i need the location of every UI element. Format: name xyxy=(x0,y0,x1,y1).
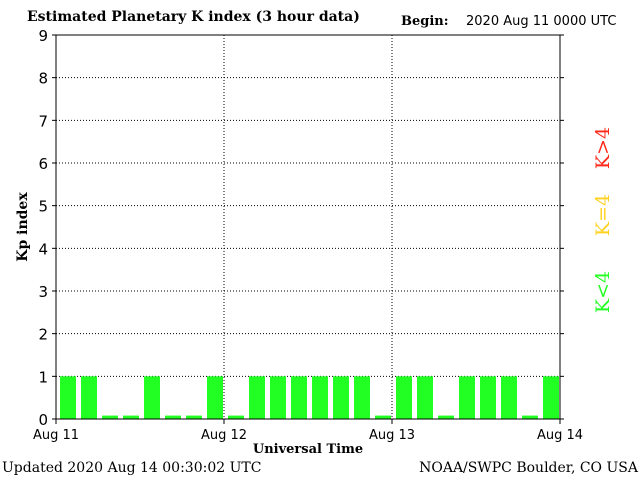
legend-high: K>4 xyxy=(592,127,614,169)
kp-bar xyxy=(501,376,517,419)
updated-timestamp: Updated 2020 Aug 14 00:30:02 UTC xyxy=(2,460,262,476)
kp-bar xyxy=(270,376,286,419)
chart-title: Estimated Planetary K index (3 hour data… xyxy=(27,9,360,25)
x-tick-label: Aug 11 xyxy=(33,428,79,443)
y-tick-label: 6 xyxy=(38,155,48,173)
kp-bar xyxy=(480,376,496,419)
x-tick-label: Aug 14 xyxy=(537,428,583,443)
y-tick-label: 2 xyxy=(38,326,48,344)
x-tick-label: Aug 12 xyxy=(201,428,247,443)
kp-bar xyxy=(102,415,118,419)
kp-bar xyxy=(291,376,307,419)
kp-bar xyxy=(186,415,202,419)
kp-bar xyxy=(459,376,475,419)
kp-bar xyxy=(123,415,139,419)
begin-value: 2020 Aug 11 0000 UTC xyxy=(466,14,617,29)
kp-bar xyxy=(396,376,412,419)
y-ticks: 0 1 2 3 4 5 6 7 8 9 xyxy=(38,27,564,429)
grid-lines xyxy=(56,35,560,419)
source-credit: NOAA/SWPC Boulder, CO USA xyxy=(419,460,638,476)
kp-bar xyxy=(354,376,370,419)
kp-bar xyxy=(81,376,97,419)
y-tick-label: 0 xyxy=(38,411,48,429)
kp-bar xyxy=(333,376,349,419)
x-ticks: Aug 11 Aug 12 Aug 13 Aug 14 xyxy=(33,419,583,443)
kp-bar xyxy=(543,376,559,419)
begin-label: Begin: xyxy=(401,14,449,29)
y-tick-label: 7 xyxy=(38,112,48,130)
plot-frame xyxy=(55,34,561,420)
kp-bar xyxy=(417,376,433,419)
kp-bar xyxy=(522,415,538,419)
kp-bar xyxy=(144,376,160,419)
bars-group xyxy=(60,376,559,419)
y-tick-label: 9 xyxy=(38,27,48,45)
y-tick-label: 1 xyxy=(38,368,48,386)
y-axis-label: Kp index xyxy=(15,192,31,262)
kp-bar xyxy=(249,376,265,419)
kp-bar xyxy=(438,415,454,419)
kp-bar xyxy=(375,415,391,419)
legend-low: K<4 xyxy=(592,271,614,313)
kp-bar xyxy=(60,376,76,419)
x-tick-label: Aug 13 xyxy=(369,428,415,443)
y-tick-label: 8 xyxy=(38,70,48,88)
x-axis-label: Universal Time xyxy=(253,442,363,457)
y-tick-label: 4 xyxy=(38,240,48,258)
kp-bar xyxy=(165,415,181,419)
kp-bar xyxy=(312,376,328,419)
y-tick-label: 3 xyxy=(38,283,48,301)
kp-bar xyxy=(228,415,244,419)
kp-bar xyxy=(207,376,223,419)
y-tick-label: 5 xyxy=(38,198,48,216)
legend-equal: K=4 xyxy=(592,194,614,236)
